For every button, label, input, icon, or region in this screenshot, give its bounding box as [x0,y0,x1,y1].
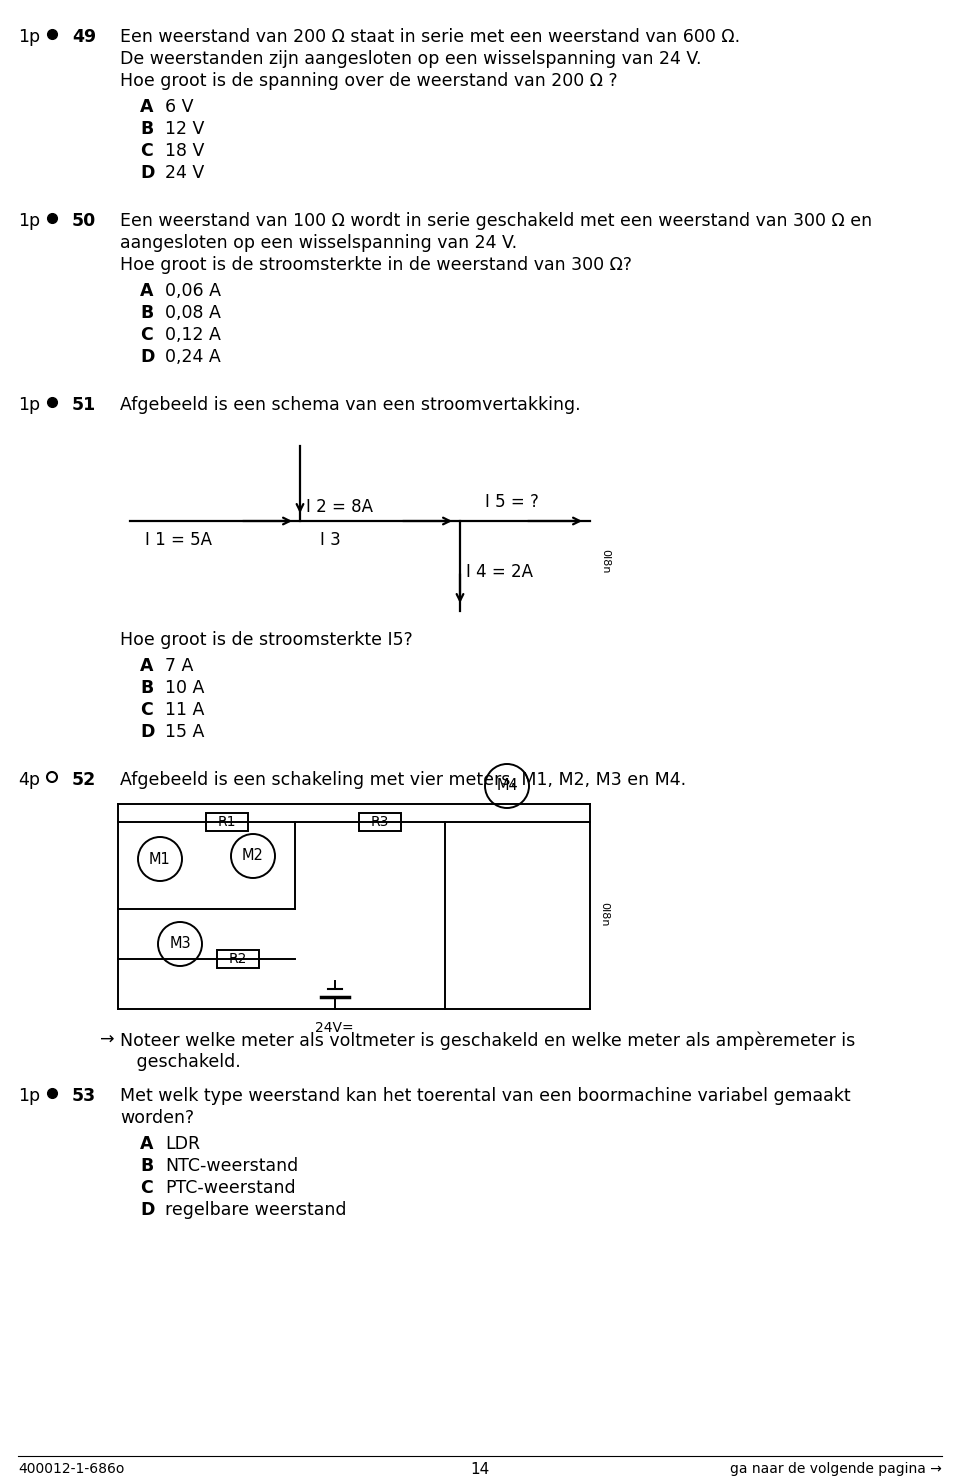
Text: R3: R3 [371,815,389,829]
Text: 10 A: 10 A [165,679,204,697]
FancyBboxPatch shape [217,950,259,968]
Text: PTC-weerstand: PTC-weerstand [165,1180,296,1197]
Text: C: C [140,1180,153,1197]
Text: M2: M2 [242,848,264,863]
Text: NTC-weerstand: NTC-weerstand [165,1157,299,1175]
Text: A: A [140,657,154,675]
Text: B: B [140,120,154,138]
Text: 15 A: 15 A [165,724,204,741]
Text: 0I8n: 0I8n [599,901,609,926]
Text: 49: 49 [72,28,96,46]
Text: B: B [140,1157,154,1175]
Text: I 3: I 3 [320,531,341,549]
Text: 52: 52 [72,771,96,789]
Text: D: D [140,348,155,366]
Text: 0,06 A: 0,06 A [165,283,221,300]
Text: D: D [140,164,155,182]
Text: B: B [140,303,154,323]
Text: 24V=: 24V= [315,1021,353,1035]
Text: Hoe groot is de stroomsterkte in de weerstand van 300 Ω?: Hoe groot is de stroomsterkte in de weer… [120,256,632,274]
Text: 4p: 4p [18,771,40,789]
Text: A: A [140,283,154,300]
Text: De weerstanden zijn aangesloten op een wisselspanning van 24 V.: De weerstanden zijn aangesloten op een w… [120,50,702,68]
Text: regelbare weerstand: regelbare weerstand [165,1200,347,1220]
Text: A: A [140,98,154,115]
Text: C: C [140,702,153,719]
Text: 1p: 1p [18,1086,40,1106]
Text: 7 A: 7 A [165,657,193,675]
Text: ga naar de volgende pagina →: ga naar de volgende pagina → [731,1462,942,1476]
Text: 6 V: 6 V [165,98,194,115]
Text: Hoe groot is de stroomsterkte I5?: Hoe groot is de stroomsterkte I5? [120,630,413,650]
Text: 50: 50 [72,212,96,229]
Text: Een weerstand van 100 Ω wordt in serie geschakeld met een weerstand van 300 Ω en: Een weerstand van 100 Ω wordt in serie g… [120,212,872,229]
Text: C: C [140,326,153,343]
Text: 0,24 A: 0,24 A [165,348,221,366]
FancyBboxPatch shape [205,813,248,830]
Text: I 5 = ?: I 5 = ? [485,493,539,511]
Text: I 2 = 8A: I 2 = 8A [306,497,373,517]
Text: 12 V: 12 V [165,120,204,138]
Text: M4: M4 [496,778,517,793]
Text: 14: 14 [470,1462,490,1477]
Text: Met welk type weerstand kan het toerental van een boormachine variabel gemaakt: Met welk type weerstand kan het toerenta… [120,1086,851,1106]
Text: M3: M3 [169,937,191,952]
Text: Noteer welke meter als voltmeter is geschakeld en welke meter als ampèremeter is: Noteer welke meter als voltmeter is gesc… [120,1032,855,1049]
Text: B: B [140,679,154,697]
Text: C: C [140,142,153,160]
Text: geschakeld.: geschakeld. [120,1052,241,1072]
Text: 51: 51 [72,397,96,414]
Text: Een weerstand van 200 Ω staat in serie met een weerstand van 600 Ω.: Een weerstand van 200 Ω staat in serie m… [120,28,740,46]
FancyBboxPatch shape [359,813,401,830]
Text: M1: M1 [149,851,171,866]
Text: 1p: 1p [18,397,40,414]
Text: 24 V: 24 V [165,164,204,182]
Text: 11 A: 11 A [165,702,204,719]
Text: D: D [140,724,155,741]
Text: A: A [140,1135,154,1153]
Text: worden?: worden? [120,1109,194,1126]
Text: 0,08 A: 0,08 A [165,303,221,323]
Text: I 4 = 2A: I 4 = 2A [466,562,533,582]
Text: 53: 53 [72,1086,96,1106]
Text: aangesloten op een wisselspanning van 24 V.: aangesloten op een wisselspanning van 24… [120,234,517,252]
Text: 0,12 A: 0,12 A [165,326,221,343]
Text: →: → [100,1032,114,1049]
Text: Hoe groot is de spanning over de weerstand van 200 Ω ?: Hoe groot is de spanning over de weersta… [120,73,617,90]
Text: 400012-1-686o: 400012-1-686o [18,1462,125,1476]
Text: R2: R2 [228,952,247,966]
Text: Afgebeeld is een schema van een stroomvertakking.: Afgebeeld is een schema van een stroomve… [120,397,581,414]
Text: 1p: 1p [18,28,40,46]
Text: D: D [140,1200,155,1220]
Text: Afgebeeld is een schakeling met vier meters, M1, M2, M3 en M4.: Afgebeeld is een schakeling met vier met… [120,771,686,789]
Text: LDR: LDR [165,1135,200,1153]
Text: 1p: 1p [18,212,40,229]
Text: 0I8n: 0I8n [600,549,610,573]
Text: R1: R1 [217,815,236,829]
Text: 18 V: 18 V [165,142,204,160]
Text: I 1 = 5A: I 1 = 5A [145,531,212,549]
